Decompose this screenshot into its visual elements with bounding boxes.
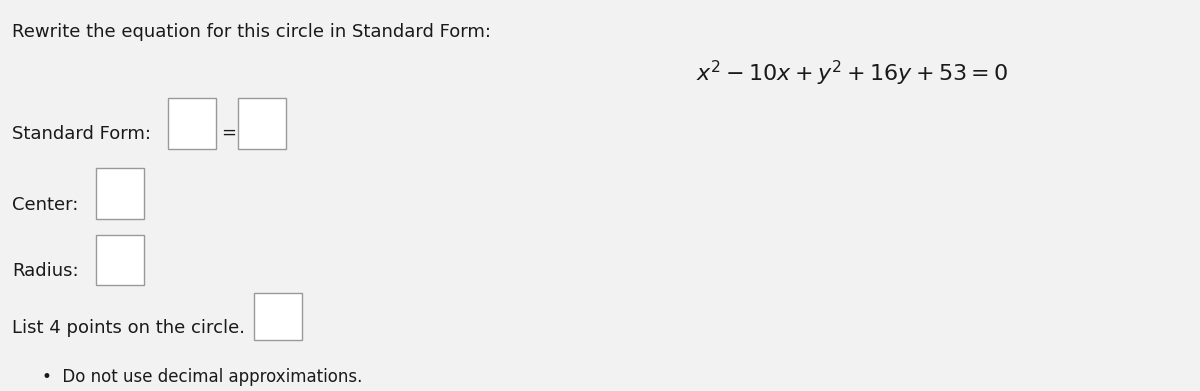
Text: Center:: Center: xyxy=(12,196,78,213)
FancyBboxPatch shape xyxy=(96,168,144,219)
Text: $x^2 - 10x + y^2 + 16y + 53 = 0$: $x^2 - 10x + y^2 + 16y + 53 = 0$ xyxy=(696,59,1008,88)
FancyBboxPatch shape xyxy=(254,293,302,340)
Text: Radius:: Radius: xyxy=(12,262,79,280)
Text: List 4 points on the circle.: List 4 points on the circle. xyxy=(12,319,245,337)
Text: =: = xyxy=(221,124,235,142)
Text: •  Do not use decimal approximations.: • Do not use decimal approximations. xyxy=(42,368,362,386)
Text: Standard Form:: Standard Form: xyxy=(12,125,151,143)
FancyBboxPatch shape xyxy=(96,235,144,285)
Text: Rewrite the equation for this circle in Standard Form:: Rewrite the equation for this circle in … xyxy=(12,23,491,41)
FancyBboxPatch shape xyxy=(168,98,216,149)
FancyBboxPatch shape xyxy=(238,98,286,149)
